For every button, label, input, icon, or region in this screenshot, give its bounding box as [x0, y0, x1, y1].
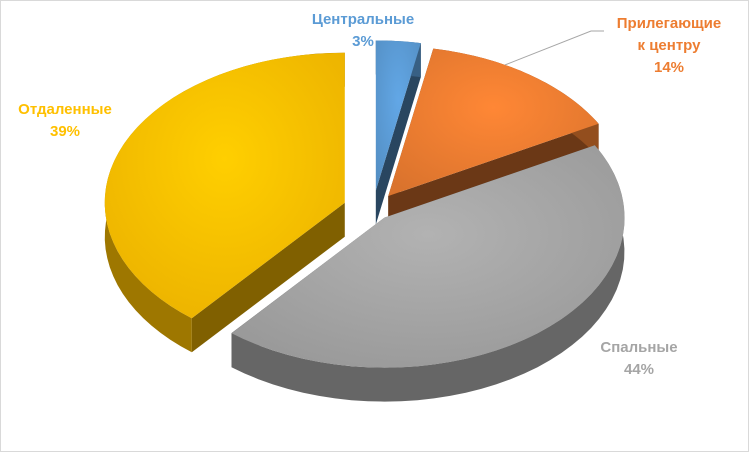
slice-0 [375, 40, 421, 225]
label-remote-value: 39% [49, 123, 81, 140]
slice-cut-start-3 [191, 202, 345, 353]
slice-top-1 [388, 48, 599, 196]
label-adjacent: Прилегающие к центру 14% [599, 13, 739, 79]
slice-2 [231, 145, 625, 402]
label-remote: Отдаленные 39% [1, 99, 135, 143]
slice-cut-end-0 [375, 43, 421, 225]
label-central-value: 3% [352, 33, 374, 50]
label-sleeping-value: 44% [623, 361, 655, 378]
label-sleeping: Спальные 44% [569, 337, 709, 381]
slice-3 [104, 52, 345, 353]
slice-side-2 [231, 145, 625, 402]
label-remote-name: Отдаленные [18, 101, 112, 118]
slice-top-3 [104, 52, 345, 319]
label-adjacent-name-line2: к центру [637, 37, 701, 54]
slice-top-0 [375, 40, 421, 191]
slice-top-2 [231, 145, 625, 368]
label-adjacent-value: 14% [653, 59, 685, 76]
label-sleeping-name: Спальные [600, 339, 678, 356]
label-central-name: Центральные [311, 11, 415, 28]
label-adjacent-name-line1: Прилегающие [616, 15, 722, 32]
leader-line-adjacent [504, 30, 604, 66]
label-central: Центральные 3% [293, 9, 433, 53]
